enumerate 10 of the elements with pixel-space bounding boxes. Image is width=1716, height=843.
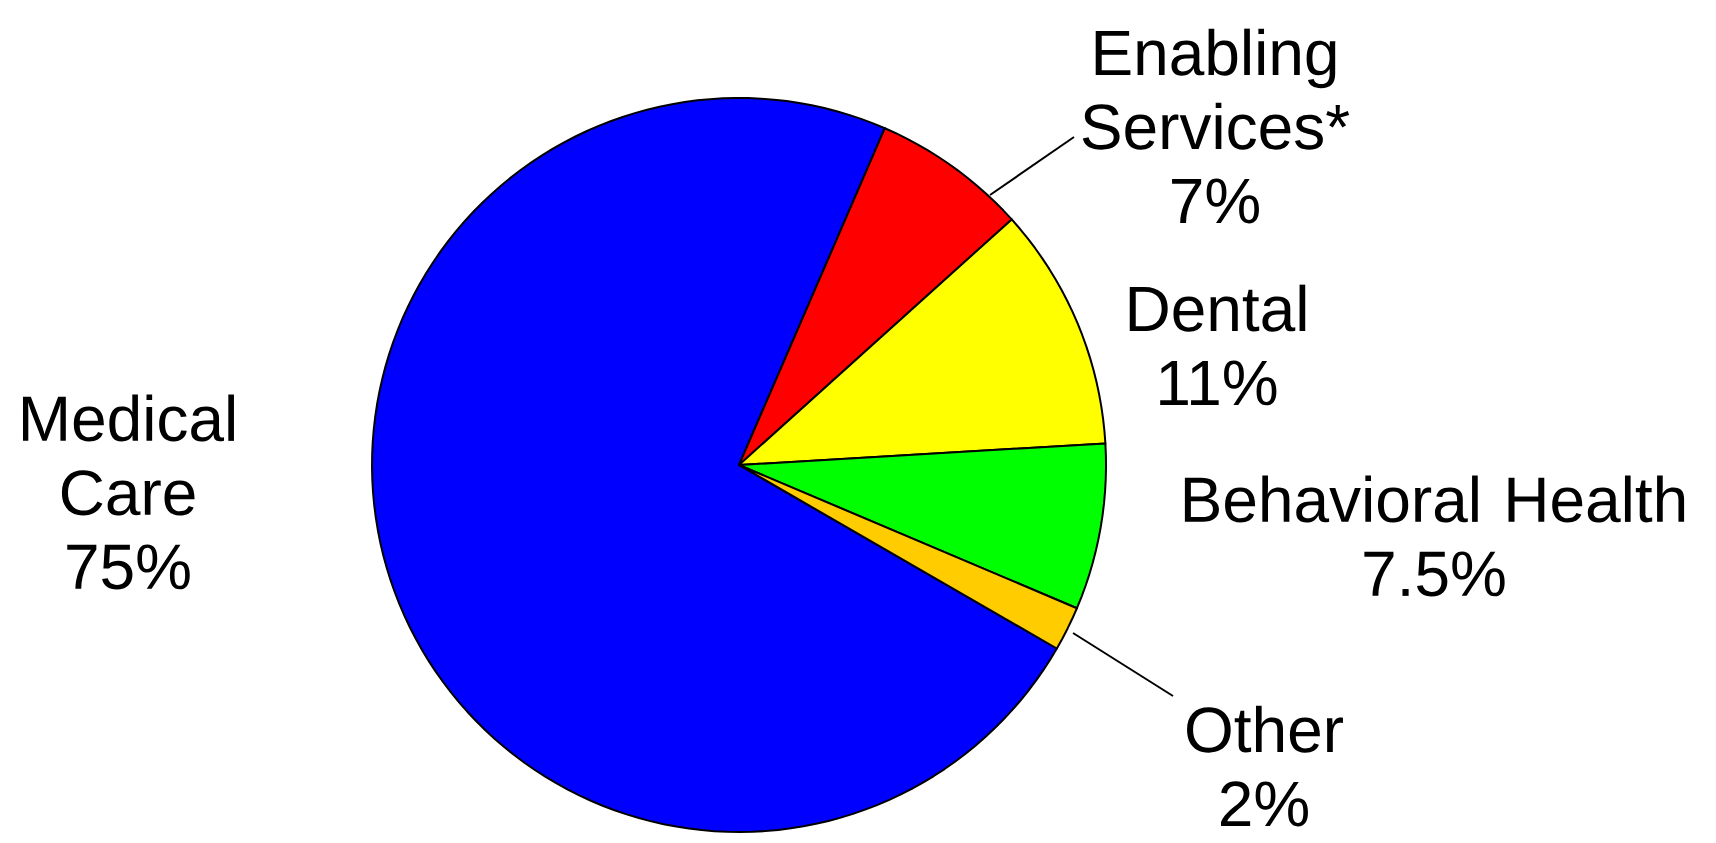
slice-label: Medical Care bbox=[22, 394, 234, 516]
data-label: 7.5% bbox=[1364, 551, 1505, 597]
slice-label: Enabling Services* bbox=[1082, 28, 1350, 150]
slice-label: Dental bbox=[1129, 284, 1306, 332]
slice-label: Behavioral Health bbox=[1184, 475, 1685, 523]
data-label: 7% bbox=[1172, 178, 1259, 224]
data-label: 2% bbox=[1220, 781, 1308, 827]
data-label: 11% bbox=[1160, 360, 1277, 406]
slice-label: Other bbox=[1187, 705, 1343, 753]
data-label: 75% bbox=[67, 544, 190, 590]
